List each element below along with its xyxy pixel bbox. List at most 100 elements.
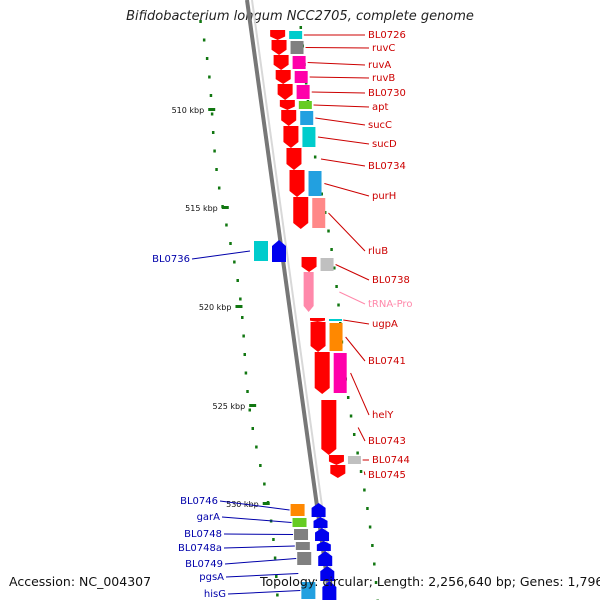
gene-pgsa-arrow[interactable] [320, 566, 335, 581]
gene-label-bl0745[interactable]: BL0745 [368, 470, 406, 481]
gene-label-apt[interactable]: apt [372, 102, 388, 113]
gene-label-bl0741[interactable]: BL0741 [368, 356, 406, 367]
gene-label-leader [317, 136, 370, 145]
gene-succ-arrow[interactable] [281, 110, 297, 126]
gene-hisg-arrow[interactable] [322, 581, 337, 600]
gc-skew-mark [202, 38, 206, 42]
gene-label-leader [328, 212, 366, 252]
gene-rlub-arrow[interactable] [293, 197, 309, 229]
gene-bl0749-cog-box [297, 552, 312, 565]
gene-bl0746-arrow[interactable] [311, 503, 326, 517]
gc-content-mark [330, 248, 333, 251]
gene-label-ruva[interactable]: ruvA [368, 60, 391, 71]
gc-content-mark [335, 285, 338, 288]
gene-bl0748a-arrow[interactable] [316, 541, 331, 551]
kbp-tick-mark [249, 404, 257, 407]
gene-label-ruvb[interactable]: ruvB [372, 73, 395, 84]
gene-gara-arrow[interactable] [313, 517, 328, 528]
gene-bl0743-arrow[interactable] [321, 400, 337, 455]
gene-bl0736-arrow[interactable] [272, 240, 286, 262]
gene-label-leader [313, 104, 370, 108]
gene-label-bl0748a[interactable]: BL0748a [178, 543, 222, 554]
gene-label-bl0749[interactable]: BL0749 [185, 559, 223, 570]
gene-bl0741-arrow[interactable] [310, 322, 326, 352]
gene-bl0745-arrow[interactable] [330, 465, 346, 478]
gene-label-leader [311, 91, 366, 94]
gene-sucd-arrow[interactable] [283, 126, 299, 148]
gene-purh-arrow[interactable] [289, 170, 305, 197]
gene-bl0749-arrow[interactable] [318, 551, 333, 566]
gene-hely-arrow[interactable] [314, 352, 330, 394]
gene-label-leader [219, 500, 290, 511]
gc-skew-mark [233, 260, 236, 264]
gene-bl0748a-cog-box [295, 542, 310, 550]
gene-label-pgsa[interactable]: pgsA [199, 572, 224, 583]
gc-skew-mark [217, 186, 221, 190]
gene-label-purh[interactable]: purH [372, 191, 396, 202]
gene-label-leader [224, 558, 297, 565]
gene-bl0734-arrow[interactable] [286, 148, 302, 170]
gene-succ-cog-box [300, 111, 314, 125]
gene-bl0726-cog-box [289, 31, 303, 39]
gene-label-ugpa[interactable]: ugpA [372, 319, 398, 330]
gene-label-bl0734[interactable]: BL0734 [368, 161, 406, 172]
gene-apt-arrow[interactable] [279, 100, 295, 110]
gene-bl0730-arrow[interactable] [277, 84, 293, 100]
gene-label-succ[interactable]: sucC [368, 120, 392, 131]
gc-content-mark [366, 507, 369, 510]
gene-purh-cog-box [308, 171, 322, 196]
gene-label-rlub[interactable]: rluB [368, 246, 388, 257]
gene-label-bl0726[interactable]: BL0726 [368, 30, 406, 41]
gene-label-gara[interactable]: garA [197, 512, 221, 523]
gc-skew-mark [210, 112, 214, 116]
gene-trna-pro-arrow[interactable] [303, 272, 314, 312]
gene-sucd-cog-box [302, 127, 316, 147]
gene-label-bl0743[interactable]: BL0743 [368, 436, 406, 447]
genome-backbone [245, 0, 332, 600]
kbp-tick-mark [235, 305, 243, 308]
gene-label-bl0746[interactable]: BL0746 [180, 496, 218, 507]
gene-bl0726-arrow[interactable] [270, 30, 286, 40]
gene-bl0748-arrow[interactable] [315, 528, 330, 541]
gene-hisg-cog-box [301, 582, 316, 599]
kbp-tick-label: 530 kbp [226, 500, 259, 509]
kbp-tick-label: 520 kbp [199, 303, 232, 312]
gene-label-bl0744[interactable]: BL0744 [372, 455, 410, 466]
gene-ruva-cog-box [292, 56, 306, 69]
gene-label-leader [357, 427, 366, 442]
gene-label-trna-pro[interactable]: tRNA-Pro [368, 299, 412, 310]
gene-bl0744-cog-box [347, 456, 361, 464]
gene-bl0744-arrow[interactable] [328, 455, 344, 465]
gene-label-bl0736[interactable]: BL0736 [152, 254, 190, 265]
gc-content-mark [352, 433, 356, 436]
gene-ugpa-cog-box [328, 319, 342, 321]
gene-label-leader [343, 319, 370, 325]
gene-ruvc-arrow[interactable] [271, 40, 287, 55]
gc-content-mark [337, 303, 340, 307]
gene-label-bl0738[interactable]: BL0738 [372, 275, 410, 286]
gene-label-leader [221, 516, 292, 523]
gene-ruvb-arrow[interactable] [275, 70, 291, 84]
gc-content-mark [356, 451, 359, 455]
kbp-tick-label: 515 kbp [185, 204, 218, 213]
gene-ruva-arrow[interactable] [273, 55, 289, 70]
gene-label-bl0730[interactable]: BL0730 [368, 88, 406, 99]
gene-label-leader [315, 117, 366, 126]
gene-gara-cog-box [292, 518, 307, 527]
gene-ugpa-arrow[interactable] [309, 318, 325, 322]
gene-label-leader [339, 291, 366, 305]
gene-label-ruvc[interactable]: ruvC [372, 43, 395, 54]
gc-skew-mark [225, 223, 228, 227]
gene-label-hisg[interactable]: hisG [204, 589, 226, 600]
gc-content-mark [333, 266, 336, 270]
gene-label-sucd[interactable]: sucD [372, 139, 397, 150]
gene-label-hely[interactable]: helY [372, 410, 394, 421]
gene-label-bl0748[interactable]: BL0748 [184, 529, 222, 540]
gc-content-mark [359, 470, 363, 473]
gene-bl0738-arrow[interactable] [301, 257, 317, 272]
gene-label-leader [363, 471, 366, 476]
gene-rlub-cog-box [312, 198, 326, 228]
gene-label-leader [335, 264, 370, 281]
gc-skew-mark [259, 464, 262, 467]
gc-content-mark [363, 488, 366, 492]
